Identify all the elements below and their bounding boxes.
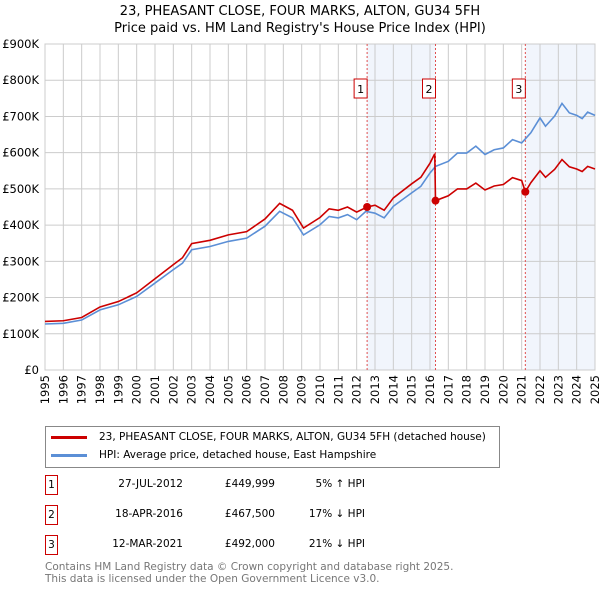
x-tick-label: 2013 xyxy=(368,375,382,404)
sale-label-box xyxy=(353,78,368,99)
y-tick-label: £300K xyxy=(2,254,39,268)
sale-price: £492,000 xyxy=(224,538,275,550)
x-tick-label: 2012 xyxy=(350,375,364,404)
sale-row: 2 18-APR-2016 £467,500 17% ↓ HPI xyxy=(45,505,445,525)
x-tick-label: 2022 xyxy=(533,375,547,404)
sale-date: 27-JUL-2012 xyxy=(118,478,183,490)
y-tick-label: £400K xyxy=(2,218,39,232)
sale-hpi-diff: 21% ↓ HPI xyxy=(308,538,365,550)
y-tick-label: £500K xyxy=(2,182,39,196)
legend-label-hpi: HPI: Average price, detached house, East… xyxy=(99,449,377,461)
x-tick-label: 2009 xyxy=(295,375,309,404)
sale-number: 1 xyxy=(45,475,58,495)
sale-hpi-diff: 17% ↓ HPI xyxy=(308,508,365,520)
sale-label-box xyxy=(511,78,526,99)
x-tick-label: 2023 xyxy=(551,375,565,404)
x-tick-label: 2006 xyxy=(240,375,254,404)
x-tick-label: 2015 xyxy=(405,375,419,404)
price-chart: 1995 1996 1997 1998 1999 2000 2001 2002 2003 2004… xyxy=(2,37,600,404)
sale-date: 12-MAR-2021 xyxy=(112,538,183,550)
x-tick-label: 2000 xyxy=(130,375,144,404)
x-tick-label: 1998 xyxy=(93,375,107,404)
x-tick-label: 2016 xyxy=(423,375,437,404)
sale-hpi-diff: 5% ↑ HPI xyxy=(315,478,365,490)
x-tick-label: 1995 xyxy=(38,375,52,404)
x-tick-label: 2014 xyxy=(386,375,400,404)
x-tick-label: 2010 xyxy=(313,375,327,404)
sale-number: 3 xyxy=(45,535,58,555)
x-tick-label: 2001 xyxy=(148,375,162,404)
sale-row: 1 27-JUL-2012 £449,999 5% ↑ HPI xyxy=(45,475,445,495)
sale-label: 1 xyxy=(357,83,364,96)
sale-price: £449,999 xyxy=(224,478,275,490)
sale-label-box xyxy=(422,78,436,99)
shaded-range xyxy=(525,44,595,370)
y-tick-label: £900K xyxy=(2,37,39,51)
x-tick-label: 2017 xyxy=(441,375,455,404)
sale-point xyxy=(431,196,440,205)
sale-point xyxy=(521,187,530,196)
legend: 23, PHEASANT CLOSE, FOUR MARKS, ALTON, G… xyxy=(45,426,500,468)
x-tick-label: 2004 xyxy=(203,375,217,404)
x-tick-label: 2020 xyxy=(496,375,510,404)
y-tick-label: £800K xyxy=(2,73,39,87)
x-tick-label: 2019 xyxy=(478,375,492,404)
y-tick-label: £0 xyxy=(24,363,39,377)
sale-row: 3 12-MAR-2021 £492,000 21% ↓ HPI xyxy=(45,535,445,555)
x-tick-label: 1999 xyxy=(111,375,125,404)
footer: Contains HM Land Registry data © Crown c… xyxy=(45,561,453,585)
sale-price: £467,500 xyxy=(224,508,275,520)
property-price-line xyxy=(44,153,596,323)
chart-subtitle: Price paid vs. HM Land Registry's House … xyxy=(114,21,486,36)
x-tick-label: 1996 xyxy=(56,375,70,404)
y-tick-label: £200K xyxy=(2,291,39,305)
x-tick-label: 2007 xyxy=(258,375,272,404)
x-tick-label: 2003 xyxy=(185,375,199,404)
y-tick-label: £700K xyxy=(2,109,39,123)
x-tick-label: 2018 xyxy=(460,375,474,404)
x-tick-label: 2011 xyxy=(331,375,345,404)
chart-title: 23, PHEASANT CLOSE, FOUR MARKS, ALTON, G… xyxy=(119,4,481,19)
y-tick-label: £600K xyxy=(2,146,39,160)
x-tick-label: 2008 xyxy=(276,375,290,404)
legend-label-property: 23, PHEASANT CLOSE, FOUR MARKS, ALTON, G… xyxy=(99,431,486,443)
footer-line: Contains HM Land Registry data © Crown c… xyxy=(45,561,454,573)
legend-swatch-property xyxy=(51,435,87,439)
hpi-line xyxy=(44,101,596,325)
y-tick-label: £100K xyxy=(2,327,39,341)
sale-number: 2 xyxy=(45,505,58,525)
x-tick-label: 2002 xyxy=(166,375,180,404)
x-tick-label: 2024 xyxy=(570,375,584,404)
sale-label: 2 xyxy=(426,83,433,96)
sale-date: 18-APR-2016 xyxy=(115,508,183,520)
x-tick-label: 2021 xyxy=(515,375,529,404)
x-tick-label: 1997 xyxy=(75,375,89,404)
legend-swatch-hpi xyxy=(51,453,87,457)
plot-frame xyxy=(44,43,596,371)
footer-line: This data is licensed under the Open Gov… xyxy=(45,573,380,585)
x-tick-label: 2005 xyxy=(221,375,235,404)
sale-point xyxy=(363,203,372,212)
x-tick-label: 2025 xyxy=(588,375,600,404)
sale-label: 3 xyxy=(515,83,522,96)
